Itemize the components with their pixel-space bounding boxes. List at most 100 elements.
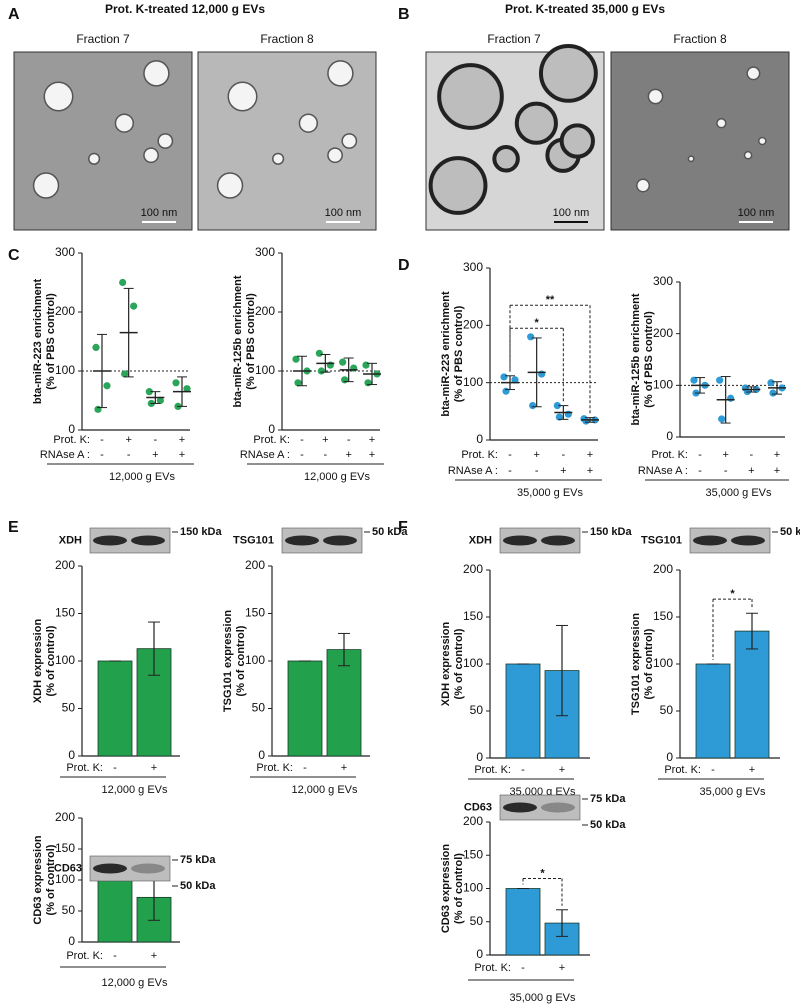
data-point [130, 302, 138, 310]
condition-sign: - [724, 465, 728, 477]
y-tick-label: 200 [55, 810, 75, 824]
data-point [364, 379, 372, 387]
data-point [339, 358, 347, 366]
vesicle [514, 101, 558, 145]
condition-label: RNAse A : [240, 449, 290, 461]
vesicle [327, 60, 354, 87]
data-point [500, 373, 508, 381]
blot-band [131, 863, 165, 874]
vesicle [687, 155, 695, 163]
y-axis-label: (% of PBS control) [453, 305, 465, 402]
panel-title: Prot. K-treated 35,000 g EVs [505, 2, 665, 16]
condition-sign: + [151, 950, 157, 962]
y-tick-label: 50 [470, 703, 484, 717]
condition-sign: + [151, 762, 157, 774]
condition-sign: + [369, 449, 375, 461]
y-axis-label: (% of PBS control) [245, 293, 257, 390]
condition-label: Prot. K: [66, 762, 103, 774]
condition-sign: + [722, 449, 728, 461]
data-point [292, 355, 300, 363]
y-tick-label: 150 [653, 609, 673, 623]
y-axis-label: TSG101 expression [630, 613, 642, 715]
condition-sign: - [303, 762, 307, 774]
vesicle [437, 63, 504, 130]
vesicle [32, 172, 60, 199]
y-tick-label: 0 [476, 750, 483, 764]
scale-label: 100 nm [738, 207, 775, 219]
condition-sign: - [521, 764, 525, 776]
y-tick-label: 0 [68, 934, 75, 948]
condition-label: Prot. K: [53, 434, 90, 446]
y-axis-label: (% of control) [45, 625, 57, 696]
condition-sign: - [508, 465, 512, 477]
blot-band [503, 802, 537, 813]
y-tick-label: 100 [255, 363, 275, 377]
group-label: 35,000 g EVs [509, 992, 576, 1004]
bar [734, 630, 770, 759]
condition-sign: - [300, 449, 304, 461]
group-label: 35,000 g EVs [517, 487, 584, 499]
y-tick-label: 0 [476, 947, 483, 961]
bar [326, 649, 362, 757]
blot-label: XDH [59, 534, 82, 546]
vesicle [143, 60, 170, 87]
y-tick-label: 150 [55, 606, 75, 620]
y-tick-label: 100 [55, 363, 75, 377]
blot-band [285, 535, 319, 546]
data-point [716, 376, 724, 384]
condition-sign: - [521, 962, 525, 974]
panel-letter: B [398, 6, 410, 23]
data-point [718, 415, 726, 423]
blot-band [541, 535, 575, 546]
y-tick-label: 0 [68, 422, 75, 436]
vesicle [88, 152, 101, 165]
image-label: Fraction 8 [260, 32, 314, 46]
vesicle [216, 172, 244, 199]
vesicle [43, 81, 74, 112]
vesicle [341, 133, 358, 149]
y-tick-label: 200 [245, 558, 265, 572]
y-axis-label: (% of control) [453, 628, 465, 699]
group-label: 35,000 g EVs [699, 786, 766, 798]
data-point [767, 379, 775, 387]
data-point [727, 394, 735, 402]
data-point [156, 396, 164, 405]
y-axis-label: (% of PBS control) [643, 311, 655, 408]
data-point [145, 388, 153, 396]
condition-label: Prot. K: [256, 762, 293, 774]
y-axis-label: TSG101 expression [222, 610, 234, 712]
y-tick-label: 0 [268, 422, 275, 436]
vesicle [538, 43, 598, 103]
vesicle [492, 145, 520, 173]
condition-sign: - [698, 465, 702, 477]
y-tick-label: 200 [463, 562, 483, 576]
y-tick-label: 50 [252, 701, 266, 715]
y-axis-label: CD63 expression [32, 835, 44, 925]
image-label: Fraction 8 [673, 32, 727, 46]
data-point [121, 370, 129, 378]
group-label: 12,000 g EVs [109, 471, 176, 483]
y-axis-label: CD63 expression [440, 844, 452, 934]
group-label: 12,000 g EVs [291, 784, 358, 796]
condition-sign: + [559, 764, 565, 776]
bar [287, 660, 323, 757]
condition-sign: + [748, 465, 754, 477]
group-label: 35,000 g EVs [705, 487, 772, 499]
condition-sign: + [322, 434, 328, 446]
data-point [172, 379, 180, 387]
vesicle [272, 152, 285, 165]
y-tick-label: 150 [55, 841, 75, 855]
y-tick-label: 300 [463, 260, 483, 274]
image-label: Fraction 7 [487, 32, 541, 46]
vesicle [647, 88, 664, 105]
y-tick-label: 0 [666, 750, 673, 764]
condition-label: RNAse A : [40, 449, 90, 461]
condition-sign: - [100, 434, 104, 446]
y-axis-label: (% of PBS control) [45, 293, 57, 390]
y-tick-label: 100 [653, 656, 673, 670]
y-tick-label: 150 [463, 609, 483, 623]
condition-sign: + [179, 449, 185, 461]
panel-letter: D [398, 257, 410, 274]
blot-band [541, 802, 575, 813]
